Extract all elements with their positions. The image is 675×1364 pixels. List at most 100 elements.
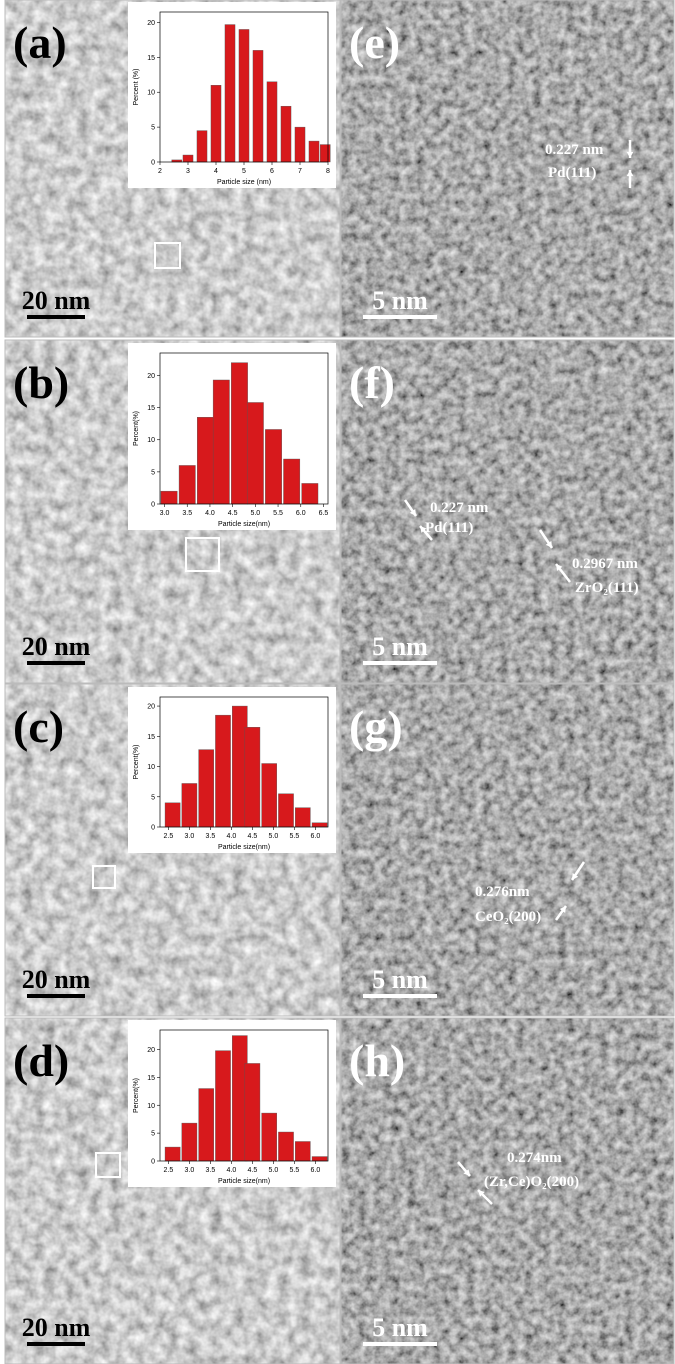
x-tick-label: 3.5 — [206, 1167, 216, 1174]
bar — [198, 1088, 214, 1162]
arrow-head — [478, 1190, 485, 1197]
panel-border — [4, 683, 341, 1017]
y-tick-label: 5 — [151, 1131, 155, 1138]
y-axis-label: Percent (%) — [133, 69, 140, 106]
bar — [295, 807, 311, 828]
bar — [215, 1050, 231, 1162]
bar — [181, 783, 198, 828]
scale-label: 5 nm — [372, 286, 428, 315]
x-tick-label: 5 — [242, 168, 246, 175]
x-tick-label: 6.0 — [296, 510, 306, 517]
x-tick-label: 3.5 — [206, 833, 216, 840]
y-tick-label: 20 — [147, 20, 155, 27]
y-tick-label: 15 — [147, 734, 155, 741]
arrow-head — [626, 170, 634, 177]
x-tick-label: 4.0 — [227, 1167, 237, 1174]
panel-border — [340, 0, 675, 338]
arrow-head — [545, 541, 552, 548]
micrograph — [341, 0, 674, 337]
scale-label: 5 nm — [372, 965, 428, 994]
scale-label: 20 nm — [22, 965, 91, 994]
x-tick-label: 5.0 — [269, 1167, 279, 1174]
x-tick-label: 3.0 — [185, 833, 195, 840]
bar — [280, 105, 292, 163]
y-axis-label: Percent(%) — [133, 1078, 140, 1113]
scale-bar — [27, 1342, 85, 1346]
annotation: CeO₂(200) — [475, 909, 541, 925]
y-tick-label: 20 — [147, 373, 155, 380]
scale-label: 20 nm — [22, 632, 91, 661]
bar — [319, 144, 331, 163]
y-tick-label: 10 — [147, 764, 155, 771]
x-tick-label: 2.5 — [164, 1167, 174, 1174]
annotation: 0.227 nm — [545, 142, 604, 158]
region-marker — [95, 1152, 121, 1178]
plot-frame — [159, 11, 329, 163]
x-tick-label: 3 — [186, 168, 190, 175]
panel-label: (g) — [349, 701, 403, 752]
panel-label: (e) — [349, 17, 400, 68]
arrow-head — [463, 1169, 470, 1176]
x-tick-label: 4.0 — [205, 510, 215, 517]
bar — [196, 130, 208, 163]
micrograph — [341, 684, 674, 1016]
arrow-head — [556, 564, 563, 571]
y-tick-label: 15 — [147, 55, 155, 62]
bar — [265, 429, 282, 505]
y-tick-label: 0 — [151, 825, 155, 832]
x-tick-label: 5.0 — [250, 510, 260, 517]
scale-bar — [363, 315, 437, 319]
y-tick-label: 10 — [147, 90, 155, 97]
arrow-head — [559, 906, 566, 913]
y-axis-label: Percent(%) — [133, 411, 140, 446]
annotation: (Zr,Ce)O₂(200) — [484, 1174, 579, 1190]
panel-border — [4, 339, 341, 684]
bar — [278, 793, 294, 828]
y-tick-label: 0 — [151, 1159, 155, 1166]
x-tick-label: 5.0 — [269, 833, 279, 840]
x-tick-label: 7 — [298, 168, 302, 175]
y-tick-label: 5 — [151, 794, 155, 801]
bar — [295, 1141, 311, 1162]
panel-label: (h) — [349, 1035, 405, 1086]
x-tick-label: 6.5 — [319, 510, 329, 517]
panel-label: (c) — [13, 701, 64, 752]
y-tick-label: 0 — [151, 502, 155, 509]
scale-bar — [27, 315, 85, 319]
inset-background — [128, 687, 336, 853]
x-tick-label: 6.0 — [311, 1167, 321, 1174]
x-tick-label: 3.0 — [185, 1167, 195, 1174]
bar — [212, 379, 230, 505]
region-marker — [154, 242, 181, 269]
arrow-head — [409, 509, 416, 516]
x-tick-label: 6 — [270, 168, 274, 175]
panel-label: (f) — [349, 357, 395, 408]
micrograph — [341, 1018, 674, 1364]
bar — [308, 140, 320, 163]
plot-frame — [159, 1029, 329, 1162]
y-tick-label: 20 — [147, 1047, 155, 1054]
bar — [224, 24, 236, 163]
bar — [261, 1112, 277, 1162]
panel-border — [340, 1017, 675, 1364]
bar — [252, 50, 264, 163]
y-tick-label: 10 — [147, 1103, 155, 1110]
scale-label: 5 nm — [372, 1313, 428, 1342]
scale-label: 5 nm — [372, 632, 428, 661]
bar — [283, 458, 301, 505]
histogram-inset: 0 5 10 15 20 2 3 4 5 6 7 8 Particle size (nm) Percent… — [128, 2, 336, 188]
x-tick-label: 5.5 — [290, 833, 300, 840]
bar — [278, 1131, 294, 1162]
bar — [231, 362, 248, 505]
inset-background — [128, 1020, 336, 1187]
x-tick-label: 8 — [326, 168, 330, 175]
y-tick-label: 20 — [147, 704, 155, 711]
panel: (f) 5 nm 0.227 nm Pd(111) 0.2967 nm ZrO₂(111) — [340, 339, 675, 684]
histogram-inset: 0 5 10 15 20 2.5 3.0 3.5 4.0 4.5 5.0 5.5 6.0 Particle… — [128, 687, 336, 853]
y-axis-label: Percent(%) — [133, 744, 140, 779]
bar — [197, 417, 214, 505]
x-tick-label: 4.0 — [227, 833, 237, 840]
bar — [246, 402, 264, 505]
bar — [238, 29, 250, 163]
